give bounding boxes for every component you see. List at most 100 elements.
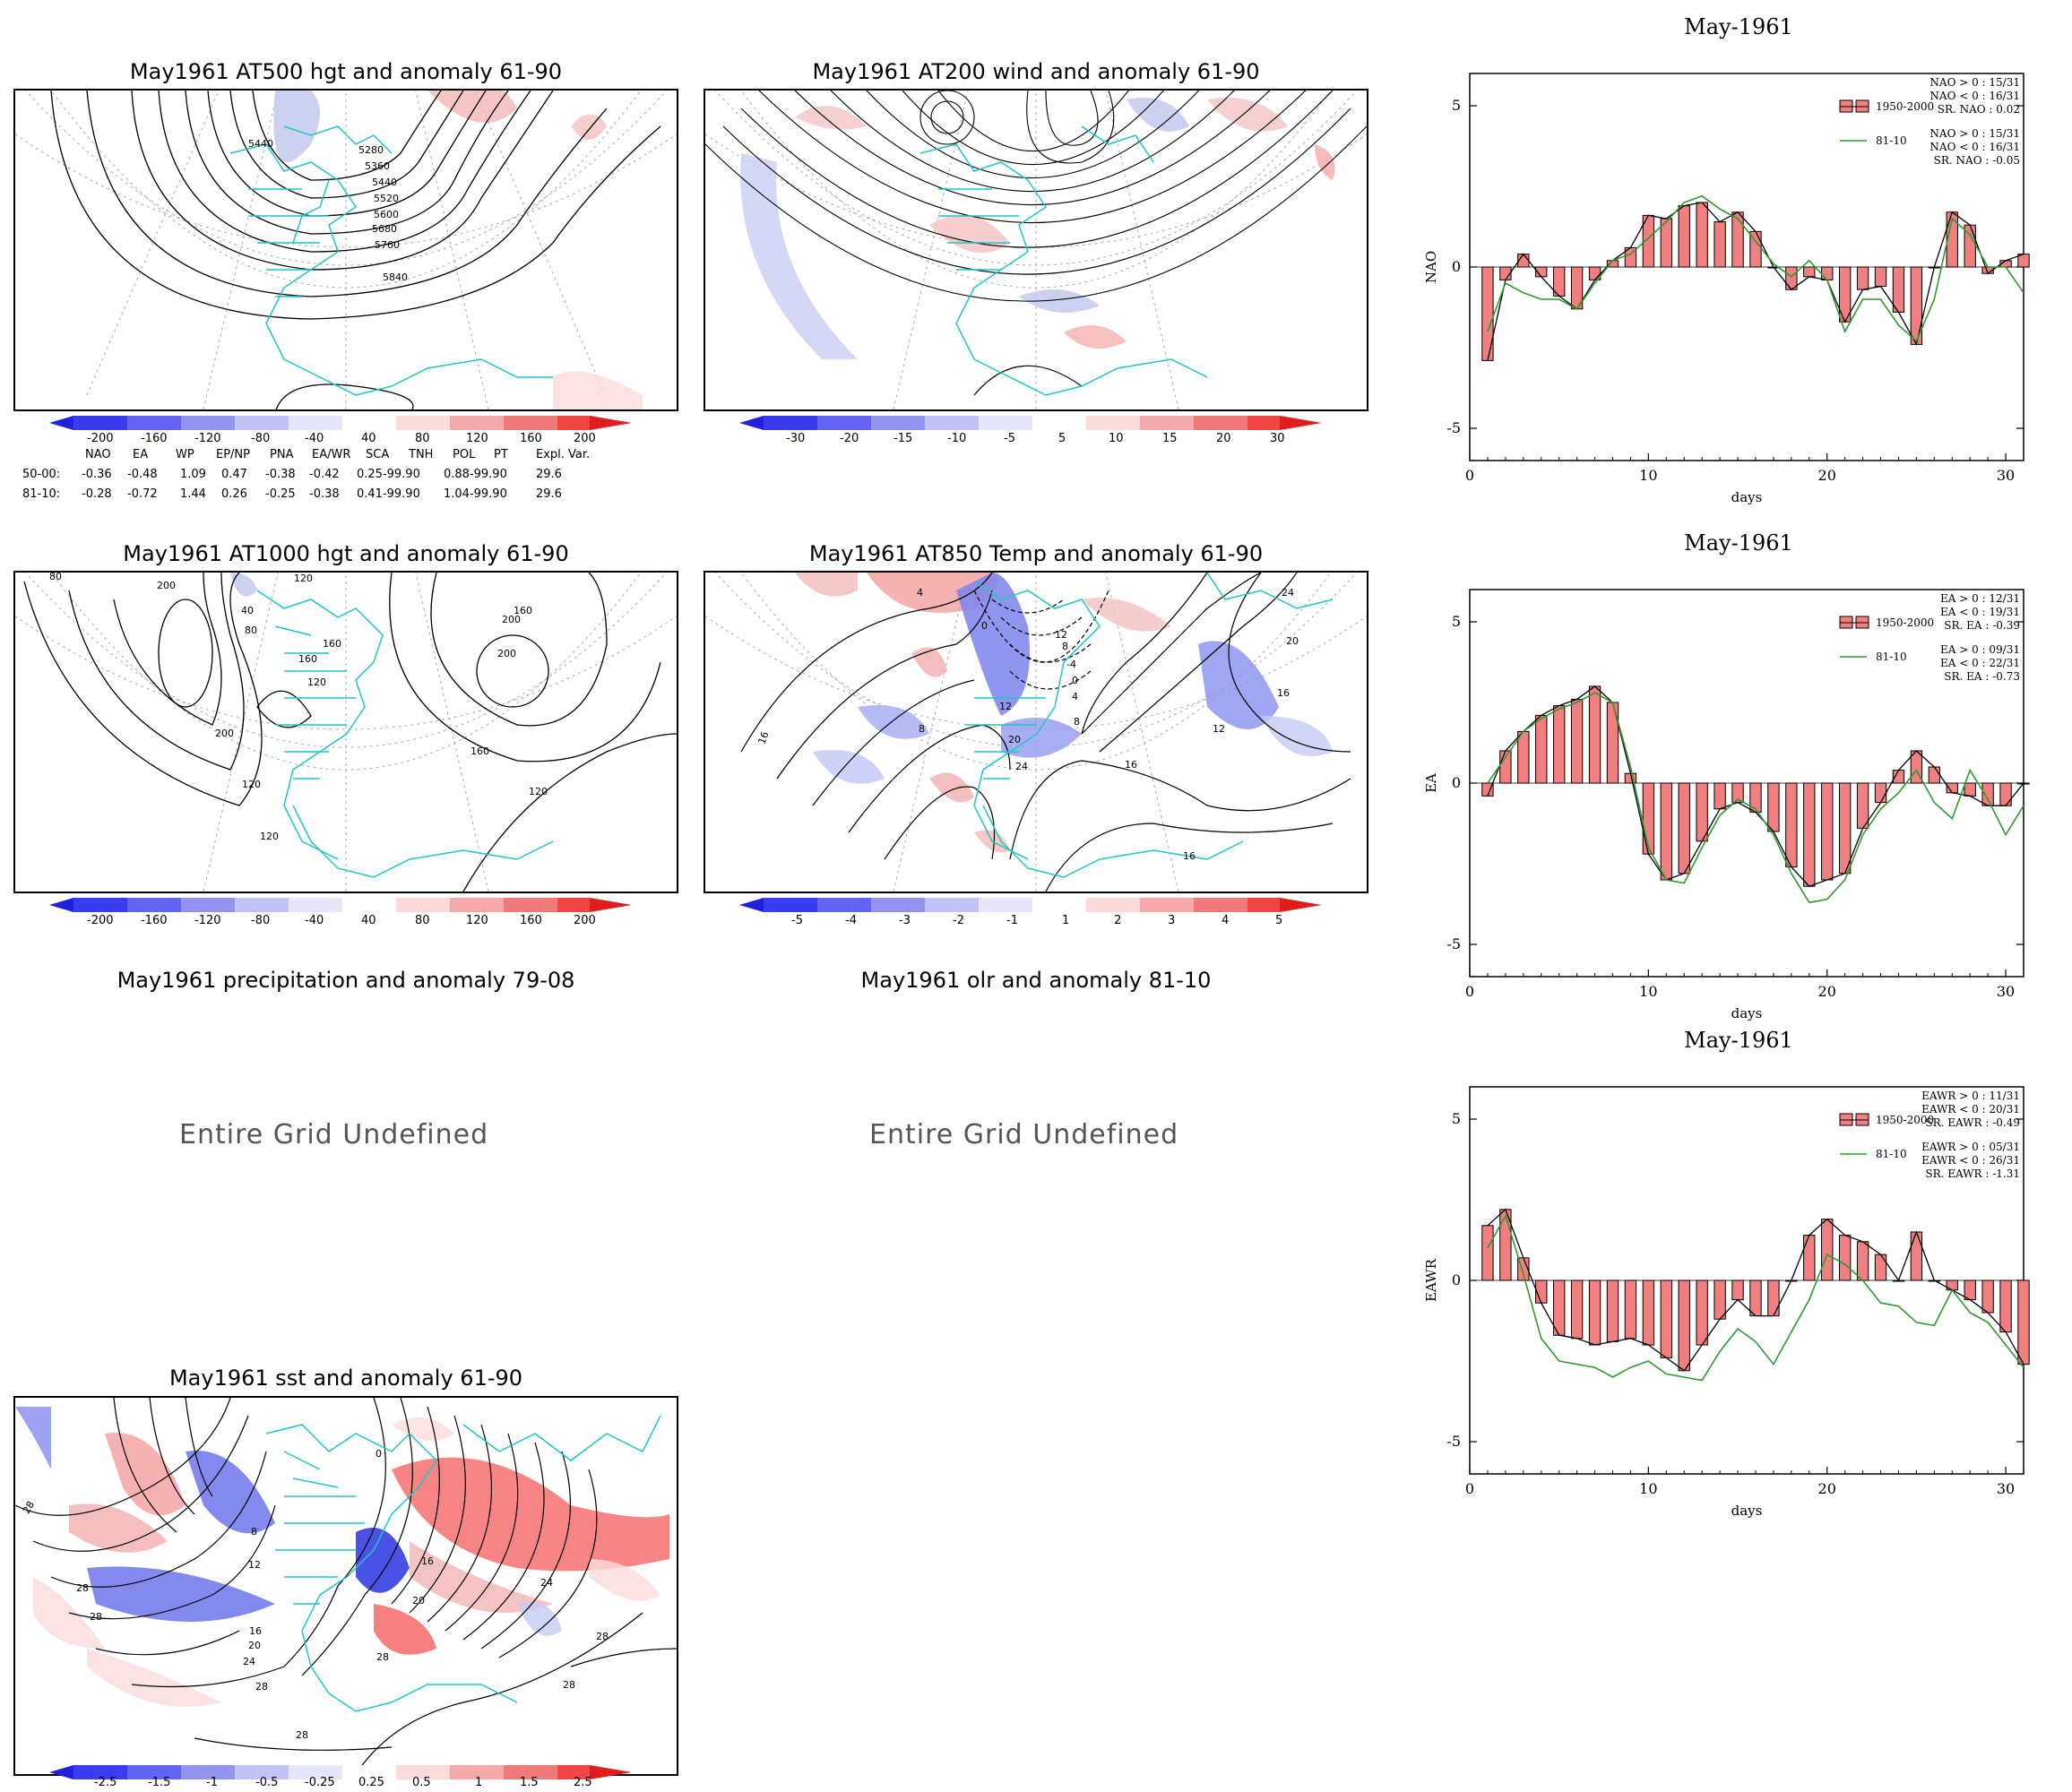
- bar: [1696, 1279, 1708, 1346]
- bar: [1642, 782, 1655, 855]
- map-title-h1000: May1961 AT1000 hgt and anomaly 61-90: [123, 541, 569, 566]
- colorbar-t850: [739, 898, 1322, 912]
- bar: [1874, 266, 1887, 288]
- olr-undefined-message: Entire Grid Undefined: [869, 1119, 1179, 1150]
- bar: [1642, 1279, 1655, 1346]
- x-tick-label: 20: [1818, 467, 1836, 484]
- bar: [1678, 205, 1690, 268]
- bar: [1660, 782, 1672, 881]
- stats-bar-text: NAO < 0 : 16/31: [1930, 90, 2020, 102]
- bar: [1588, 1279, 1601, 1346]
- map-title-sst: May1961 sst and anomaly 61-90: [168, 1366, 523, 1391]
- bar: [1481, 266, 1494, 361]
- stats-line-text: SR. NAO : -0.05: [1934, 154, 2020, 167]
- legend-line-label: 81-10: [1876, 134, 1907, 147]
- legend-bar-label: 1950-2000: [1876, 100, 1934, 113]
- stats-line-text: EAWR < 0 : 26/31: [1921, 1154, 2020, 1167]
- map-title-t850: May1961 AT850 Temp and anomaly 61-90: [808, 541, 1264, 566]
- colorbar-h1000: [49, 898, 632, 912]
- bar: [1481, 782, 1494, 797]
- bar: [1678, 782, 1690, 874]
- x-tick-label: 20: [1818, 983, 1836, 1000]
- map-panel-h1000: [13, 571, 678, 893]
- h500-contour-labels: 5440 5280 5360 5440 5520 5600 5680 5760 …: [248, 138, 408, 283]
- y-axis-label: EA: [1423, 773, 1439, 793]
- bar: [1874, 782, 1887, 804]
- stats-bar-text: EAWR > 0 : 11/31: [1921, 1090, 2020, 1102]
- bar: [1838, 782, 1852, 874]
- map-title-precip: May1961 precipitation and anomaly 79-08: [117, 968, 575, 993]
- map-title-olr: May1961 olr and anomaly 81-10: [860, 968, 1212, 993]
- bar: [1964, 1279, 1976, 1301]
- series-line-bar-top: [1487, 685, 2025, 887]
- bar: [1910, 1231, 1923, 1281]
- x-tick-label: 30: [1997, 983, 2015, 1000]
- x-tick-label: 20: [1818, 1480, 1836, 1497]
- bar: [1803, 266, 1816, 278]
- map-panel-t850: [704, 571, 1368, 893]
- colorbar-labels-sst: -2.5 -1.5 -1 -0.5 -0.25 0.25 0.5 1 1.5 2…: [94, 1776, 592, 1789]
- map-w200-graphic: [705, 90, 1367, 409]
- precip-undefined-message: Entire Grid Undefined: [179, 1119, 489, 1150]
- y-tick-label: -5: [1446, 1433, 1461, 1450]
- legend-line-label: 81-10: [1876, 650, 1907, 663]
- colorbar-labels-h1000: -200 -160 -120 -80 -40 40 80 120 160 200: [87, 914, 596, 927]
- colorbar-sst: [49, 1765, 632, 1779]
- bar: [1570, 698, 1584, 784]
- bar: [1481, 1225, 1494, 1281]
- bar: [1981, 782, 1994, 806]
- x-tick-label: 0: [1465, 467, 1474, 484]
- series-line-81-10: [1487, 692, 2025, 904]
- bar: [1696, 202, 1708, 268]
- colorbar-w200: [739, 416, 1322, 430]
- stats-bar-text: NAO > 0 : 15/31: [1930, 76, 2020, 89]
- stats-bar-text: EA > 0 : 12/31: [1940, 592, 2020, 605]
- eawr-chart-title: May-1961: [1684, 1028, 1793, 1053]
- stats-line-text: EAWR > 0 : 05/31: [1921, 1141, 2020, 1153]
- series-line-81-10: [1487, 1213, 2025, 1382]
- y-tick-label: 5: [1452, 1110, 1461, 1127]
- colorbar-h500: [49, 416, 632, 430]
- bar: [1660, 1279, 1672, 1358]
- y-tick-label: 0: [1452, 774, 1461, 791]
- stats-line-text: SR. EAWR : -1.31: [1925, 1167, 2020, 1180]
- x-axis-label: days: [1731, 489, 1763, 505]
- map-title-h500: May1961 AT500 hgt and anomaly 61-90: [129, 59, 563, 84]
- colorbar-labels-h500: -200 -160 -120 -80 -40 40 80 120 160 200: [87, 432, 596, 445]
- x-axis-label: days: [1731, 1503, 1763, 1519]
- bar: [1535, 714, 1548, 784]
- stats-bar-text: EAWR < 0 : 20/31: [1921, 1103, 2020, 1116]
- bar: [1714, 221, 1726, 268]
- nao-chart-title: May-1961: [1684, 14, 1793, 39]
- colorbar-labels-w200: -30 -20 -15 -10 -5 5 10 15 20 30: [786, 432, 1285, 445]
- bar: [1552, 705, 1566, 784]
- bar: [1999, 1279, 2012, 1333]
- map-panel-h500: [13, 89, 678, 411]
- stats-bar-text: SR. EAWR : -0.49: [1925, 1116, 2020, 1129]
- y-tick-label: 5: [1452, 613, 1461, 630]
- map-panel-sst: [13, 1396, 678, 1776]
- bar: [1785, 782, 1798, 868]
- sst-contour-labels: 28 28 28 8 12 16 20 24 28 16 20 24 28 28…: [20, 1448, 609, 1741]
- teleconnection-table: NAO EA WP EP/NP PNA EA/WR SCA TNH POL PT…: [22, 448, 591, 501]
- bar: [1552, 1279, 1566, 1336]
- map-t850-graphic: [705, 573, 1367, 892]
- legend-bar-label: 1950-2000: [1876, 616, 1934, 629]
- bar: [1821, 1219, 1834, 1281]
- x-tick-label: 10: [1639, 1480, 1657, 1497]
- colorbar-labels-t850: -5 -4 -3 -2 -1 1 2 3 4 5: [791, 914, 1283, 927]
- bar: [1749, 782, 1762, 813]
- x-tick-label: 10: [1639, 467, 1657, 484]
- bar: [1981, 1279, 1994, 1314]
- legend-line-label: 81-10: [1876, 1148, 1907, 1160]
- bar: [1731, 1279, 1744, 1301]
- stats-bar-text: SR. NAO : 0.02: [1938, 103, 2020, 116]
- y-tick-label: -5: [1446, 419, 1461, 436]
- bar: [1499, 750, 1512, 784]
- bar: [1714, 1279, 1726, 1320]
- t850-contour-labels: 4 0 12 8 -4 0 4 8 12 8 20 24 16 16 12 16…: [755, 587, 1299, 862]
- bar: [1803, 782, 1816, 887]
- y-axis-label: EAWR: [1423, 1258, 1439, 1302]
- y-tick-label: 0: [1452, 1271, 1461, 1288]
- h1000-contour-labels: 200 40 80 120 160 200 120 160 200 160 12…: [49, 571, 548, 842]
